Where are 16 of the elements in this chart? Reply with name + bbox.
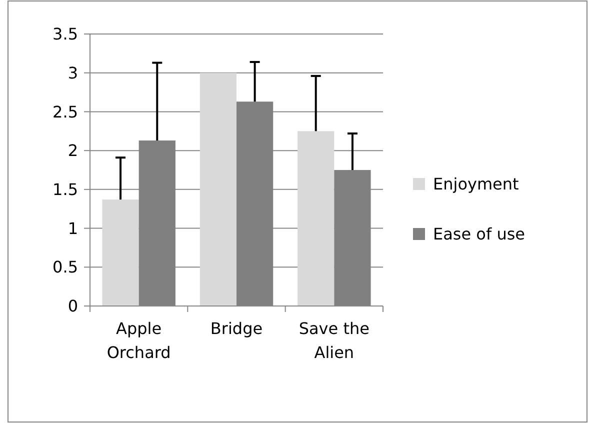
bar — [200, 72, 236, 306]
y-tick-label: 3 — [68, 63, 78, 82]
y-tick-label: 0 — [68, 296, 78, 316]
y-tick-label: 0.5 — [52, 258, 78, 277]
bar — [102, 200, 139, 306]
x-tick-label: Apple Orchard — [106, 319, 171, 362]
y-tick-label: 2 — [68, 141, 78, 160]
y-tick-label: 1 — [68, 218, 78, 238]
x-tick-label: Save the Alien — [298, 319, 370, 362]
bar — [298, 131, 334, 306]
x-tick-label: Bridge — [210, 319, 263, 338]
legend-label: Enjoyment — [433, 174, 519, 194]
legend-label: Ease of use — [433, 224, 526, 244]
y-tick-label: 1.5 — [52, 180, 78, 200]
y-tick-label: 2.5 — [52, 102, 78, 122]
y-tick-label: 3.5 — [52, 24, 78, 44]
